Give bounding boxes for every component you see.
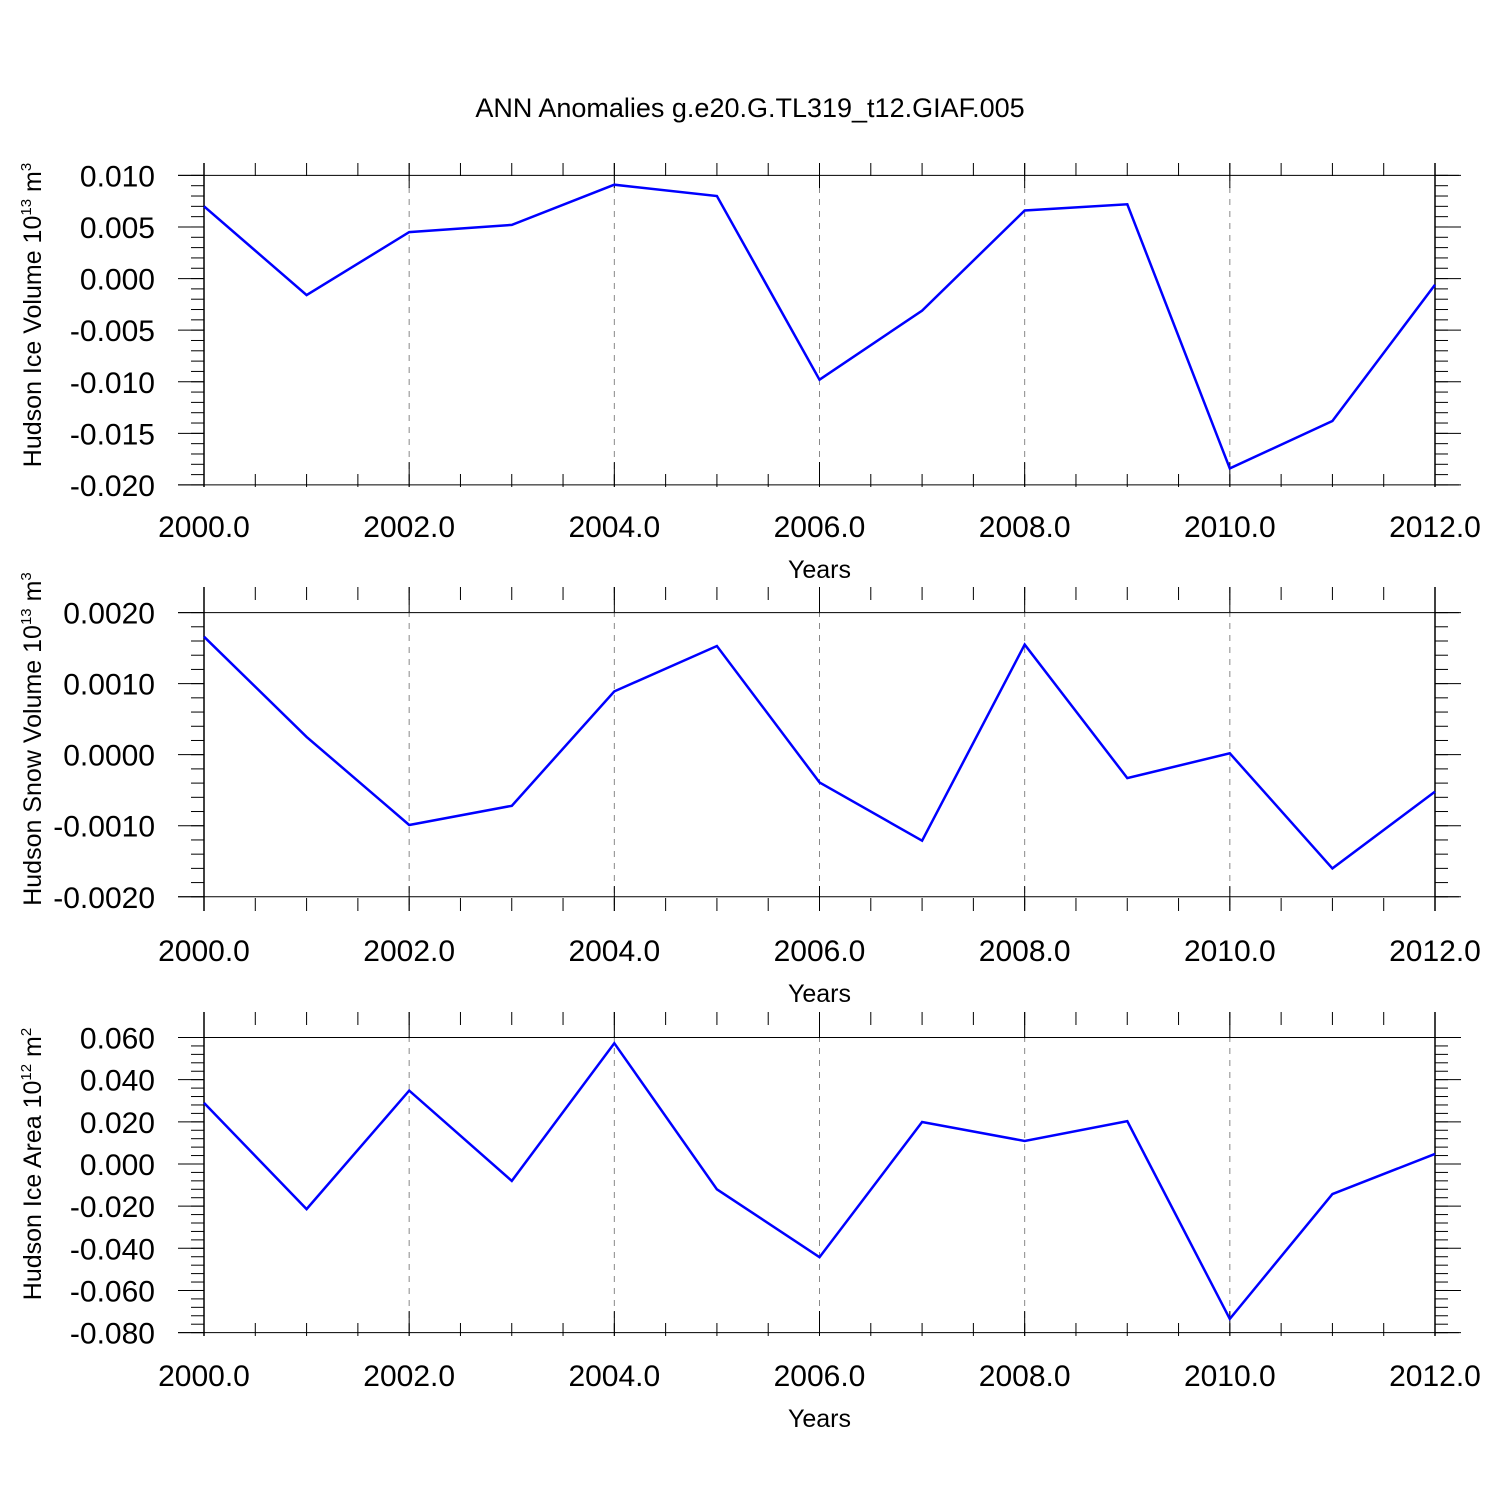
y-tick-label: -0.060 — [70, 1275, 155, 1308]
x-tick-label: 2000.0 — [158, 511, 250, 544]
y-tick-label: -0.020 — [70, 470, 155, 503]
y-tick-label: -0.040 — [70, 1233, 155, 1266]
x-tick-label: 2004.0 — [568, 511, 660, 544]
x-tick-label: 2004.0 — [568, 1360, 660, 1393]
y-tick-label: 0.0000 — [63, 740, 155, 773]
y-tick-label: 0.000 — [80, 264, 155, 297]
y-tick-label: 0.010 — [80, 160, 155, 193]
y-tick-label: 0.0010 — [63, 669, 155, 702]
x-tick-label: 2002.0 — [363, 1360, 455, 1393]
x-tick-label: 2006.0 — [774, 511, 866, 544]
x-tick-label: 2006.0 — [774, 1360, 866, 1393]
x-tick-label: 2006.0 — [774, 935, 866, 968]
x-tick-label: 2012.0 — [1389, 935, 1481, 968]
y-tick-label: -0.0010 — [53, 811, 155, 844]
y-axis-title: Hudson Snow Volume 1013 m3 — [18, 572, 47, 906]
x-tick-label: 2010.0 — [1184, 1360, 1276, 1393]
y-tick-label: 0.000 — [80, 1149, 155, 1182]
x-tick-label: 2002.0 — [363, 511, 455, 544]
chart-title: ANN Anomalies g.e20.G.TL319_t12.GIAF.005 — [475, 93, 1024, 123]
x-tick-label: 2002.0 — [363, 935, 455, 968]
y-tick-label: 0.020 — [80, 1107, 155, 1140]
chart-panel-1: 0.0100.0050.000-0.005-0.010-0.015-0.0202… — [18, 160, 1481, 584]
y-tick-label: 0.0020 — [63, 598, 155, 631]
series-line — [203, 1041, 1436, 1322]
x-tick-label: 2012.0 — [1389, 1360, 1481, 1393]
x-tick-label: 2010.0 — [1184, 935, 1276, 968]
y-tick-label: 0.005 — [80, 212, 155, 245]
x-axis-title: Years — [788, 980, 851, 1008]
x-tick-label: 2010.0 — [1184, 511, 1276, 544]
x-axis-title: Years — [788, 1405, 851, 1433]
x-tick-label: 2012.0 — [1389, 511, 1481, 544]
x-tick-label: 2000.0 — [158, 935, 250, 968]
y-tick-label: -0.015 — [70, 418, 155, 451]
y-tick-label: -0.080 — [70, 1318, 155, 1351]
x-tick-label: 2004.0 — [568, 935, 660, 968]
y-tick-label: -0.020 — [70, 1191, 155, 1224]
y-tick-label: -0.010 — [70, 367, 155, 400]
y-tick-label: -0.0020 — [53, 882, 155, 915]
x-tick-label: 2008.0 — [979, 1360, 1071, 1393]
y-axis-title: Hudson Ice Volume 1013 m3 — [18, 163, 47, 467]
y-tick-label: -0.005 — [70, 315, 155, 348]
series-line — [203, 635, 1436, 871]
chart-panel-3: 0.060 0.040 0.020 0.000 -0.020 -0.040 -0.060 -0… — [18, 1012, 1481, 1433]
y-axis-title: Hudson Ice Area 1012 m2 — [18, 1028, 47, 1300]
x-axis-title: Years — [788, 556, 851, 584]
y-tick-label: 0.060 — [80, 1023, 155, 1056]
y-tick-label: 0.040 — [80, 1065, 155, 1098]
series-line — [203, 183, 1436, 471]
x-tick-label: 2000.0 — [158, 1360, 250, 1393]
x-tick-label: 2008.0 — [979, 935, 1071, 968]
x-tick-label: 2008.0 — [979, 511, 1071, 544]
